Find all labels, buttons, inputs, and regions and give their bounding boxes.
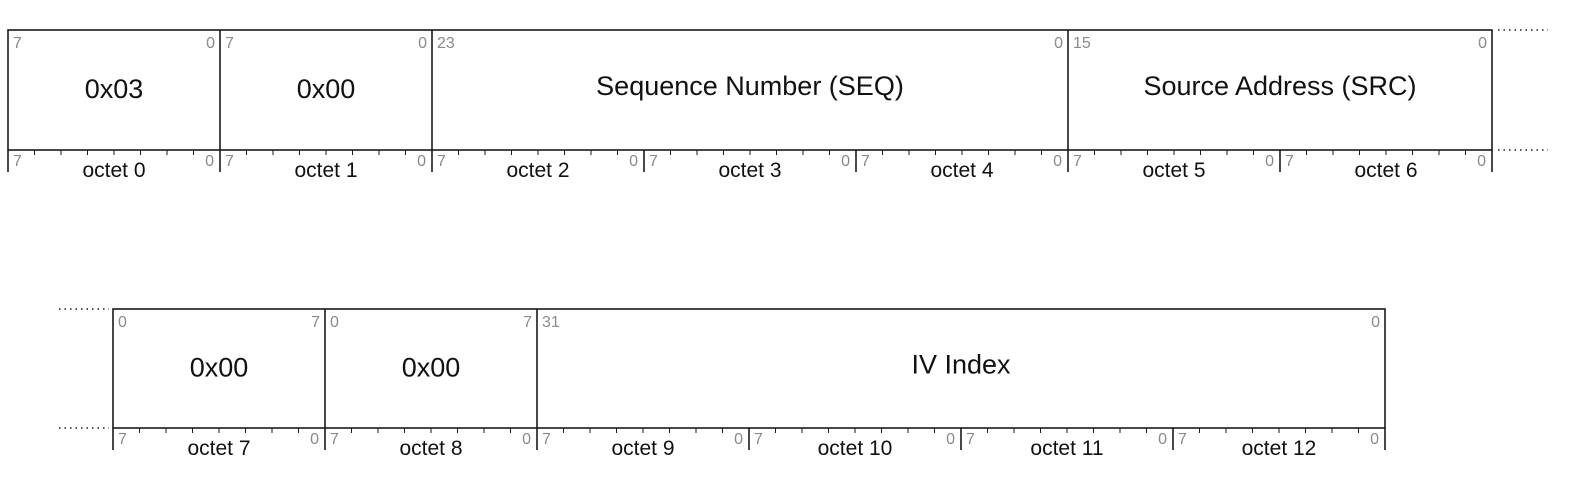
octet-label: octet 6	[1354, 159, 1417, 182]
octet-label: octet 10	[818, 437, 893, 460]
octet-bit-start: 7	[754, 431, 763, 448]
field-bit-end: 0	[418, 35, 427, 52]
octet-label: octet 4	[930, 159, 993, 182]
octet-bit-start: 7	[437, 153, 446, 170]
octet-bit-end: 0	[1477, 153, 1486, 170]
field-bit-end: 7	[311, 314, 320, 331]
field-bit-end: 0	[206, 35, 215, 52]
octet-bit-end: 0	[310, 431, 319, 448]
octet-bit-start: 7	[225, 153, 234, 170]
field-bit-start: 31	[542, 314, 560, 331]
field-bit-start: 0	[118, 314, 127, 331]
octet-label: octet 12	[1242, 437, 1317, 460]
octet-bit-start: 7	[118, 431, 127, 448]
field-bit-end: 0	[1054, 35, 1063, 52]
octet-label: octet 1	[294, 159, 357, 182]
field-bit-end: 0	[1371, 314, 1380, 331]
field-name: IV Index	[911, 350, 1011, 380]
octet-bit-end: 0	[841, 153, 850, 170]
octet-bit-end: 0	[1158, 431, 1167, 448]
octet-bit-start: 7	[649, 153, 658, 170]
octet-label: octet 5	[1142, 159, 1205, 182]
octet-label: octet 11	[1030, 437, 1103, 460]
octet-bit-start: 7	[966, 431, 975, 448]
octet-bit-start: 7	[330, 431, 339, 448]
octet-bit-end: 0	[734, 431, 743, 448]
field-bit-start: 23	[437, 35, 455, 52]
octet-bit-end: 0	[1265, 153, 1274, 170]
field-name: 0x00	[402, 353, 461, 383]
octet-bit-start: 7	[542, 431, 551, 448]
field-bit-start: 7	[13, 35, 22, 52]
octet-bit-end: 0	[629, 153, 638, 170]
octet-label: octet 0	[82, 159, 145, 182]
field-bit-start: 7	[225, 35, 234, 52]
octet-label: octet 7	[187, 437, 250, 460]
row-0-frame	[7, 29, 1493, 151]
octet-bit-start: 7	[1285, 153, 1294, 170]
field-bit-start: 15	[1073, 35, 1091, 52]
octet-label: octet 2	[506, 159, 569, 182]
field-name: 0x03	[85, 74, 144, 104]
octet-label: octet 8	[399, 437, 462, 460]
field-bit-end: 7	[523, 314, 532, 331]
field-bit-start: 0	[330, 314, 339, 331]
field-name: Sequence Number (SEQ)	[596, 71, 904, 101]
octet-label: octet 3	[718, 159, 781, 182]
octet-bit-start: 7	[13, 153, 22, 170]
field-bit-end: 0	[1478, 35, 1487, 52]
octet-bit-end: 0	[522, 431, 531, 448]
field-name: 0x00	[190, 353, 249, 383]
octet-bit-end: 0	[205, 153, 214, 170]
octet-bit-start: 7	[861, 153, 870, 170]
field-name: Source Address (SRC)	[1143, 71, 1416, 101]
octet-bit-end: 0	[417, 153, 426, 170]
octet-label: octet 9	[611, 437, 674, 460]
octet-bit-end: 0	[1053, 153, 1062, 170]
octet-bit-end: 0	[946, 431, 955, 448]
octet-bit-start: 7	[1073, 153, 1082, 170]
row-1-frame	[112, 308, 1386, 429]
octet-bit-start: 7	[1178, 431, 1187, 448]
octet-bit-end: 0	[1370, 431, 1379, 448]
field-name: 0x00	[297, 74, 356, 104]
